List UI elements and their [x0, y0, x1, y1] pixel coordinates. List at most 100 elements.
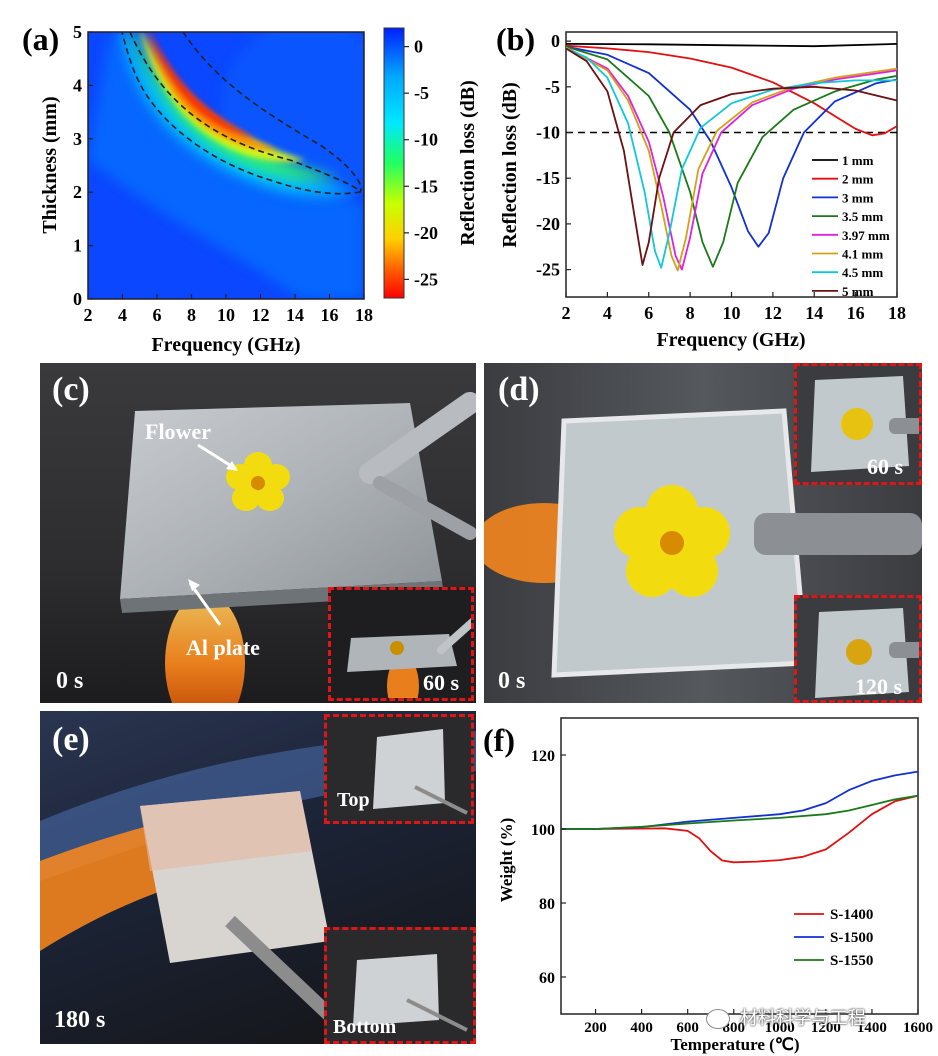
y-tick-label-f: 80 [539, 896, 555, 913]
colorbar-tick-label: -15 [414, 176, 438, 196]
al-plate [347, 634, 457, 672]
panel-label-e: (e) [52, 721, 90, 758]
series-line-1-mm [566, 43, 897, 48]
y-tick-label-f: 100 [531, 822, 555, 839]
time-label-e: 180 s [54, 1007, 106, 1033]
x-tick-label-b: 4 [603, 303, 612, 323]
watermark: 材料科学与工程 [706, 1004, 866, 1030]
panel-label-a: (a) [22, 21, 59, 57]
inset-e-top: Top [324, 714, 474, 824]
x-tick-label-f: 1600 [903, 1020, 933, 1036]
x-tick-label-a: 18 [355, 305, 373, 325]
plate-arrow [188, 582, 222, 626]
panel-label-d: (d) [498, 371, 540, 408]
panel-label-b: (b) [496, 21, 535, 57]
y-tick-label-a: 0 [73, 289, 82, 309]
y-tick-label-f: 120 [531, 748, 555, 765]
photo-d: (d) 0 s 60 s 120 s [484, 363, 922, 703]
y-axis-title-b: Reflection loss (dB) [499, 82, 521, 248]
inset-label-top: Top [337, 789, 370, 811]
x-tick-label-b: 8 [686, 303, 695, 323]
series-line-4-1-mm [566, 46, 897, 272]
x-tick-label-a: 6 [153, 305, 162, 325]
x-tick-label-a: 10 [217, 305, 235, 325]
time-label-d-120: 120 s [855, 674, 903, 699]
series-line-3-5-mm [566, 45, 897, 268]
legend-label-b: 3.97 mm [842, 228, 890, 243]
legend-b: 1 mm 2 mm 3 mm 3.5 mm 3.97 mm 4.1 mm 4.5 mm 5 m… [812, 153, 890, 299]
colorbar-tick-label: -25 [414, 269, 438, 289]
x-tick-label-a: 14 [286, 305, 304, 325]
legend-label-b: 3.5 mm [842, 209, 883, 224]
y-tick-label-a: 4 [73, 75, 82, 95]
legend-label-b: 3 mm [842, 190, 874, 205]
photo-e: (e) 180 s Top Bottom [40, 711, 476, 1044]
y-tick-label-b: -20 [536, 214, 560, 234]
y-tick-label-a: 3 [73, 129, 82, 149]
colorbar-tick-label: -10 [414, 130, 438, 150]
series-line-S-1400 [561, 794, 918, 864]
x-axis-title-b: Frequency (GHz) [656, 329, 805, 351]
panel-label-c: (c) [52, 371, 90, 408]
series-line-4-5-mm [566, 47, 897, 269]
time-label-d: 0 s [498, 668, 526, 694]
flame-icon [165, 593, 245, 703]
series-line-5-mm [566, 47, 897, 266]
x-tick-label-a: 4 [118, 305, 127, 325]
wechat-icon [706, 1009, 730, 1029]
y-tick-label-f: 60 [539, 970, 555, 987]
series-line-3-97-mm [566, 46, 897, 271]
plate-label: Al plate [186, 635, 260, 660]
flower-icon [846, 639, 872, 665]
x-tick-label-b: 6 [644, 303, 653, 323]
x-tick-label-b: 2 [562, 303, 571, 323]
x-tick-label-a: 12 [252, 305, 270, 325]
legend-f: S-1400 S-1500 S-1550 [794, 907, 873, 969]
x-tick-label-b: 12 [764, 303, 782, 323]
flower-icon [390, 641, 404, 655]
panel-label-f: (f) [483, 722, 515, 758]
aerogel-block [373, 729, 445, 809]
tongs-icon [359, 392, 476, 484]
legend-label-b: 2 mm [842, 172, 874, 187]
aerogel-block [353, 954, 439, 1026]
inset-c-60s: 60 s [328, 587, 474, 701]
time-label-c-inset: 60 s [423, 670, 460, 695]
colorbar-ticks: 0 -5 -10 -15 -20 -25 [404, 37, 438, 289]
x-tick-label-a: 8 [187, 305, 196, 325]
series-lines-f [561, 770, 918, 864]
legend-label-b: 4.5 mm [842, 265, 883, 280]
colorbar-tick-label: -20 [414, 223, 438, 243]
x-tick-label-f: 200 [584, 1020, 607, 1036]
inset-e-bottom: Bottom [324, 927, 476, 1044]
series-line-3-mm [566, 45, 897, 248]
colorbar [383, 27, 405, 299]
heatmap-plot-area [88, 32, 364, 299]
legend-label-f: S-1500 [830, 930, 873, 946]
time-label-c: 0 s [56, 668, 84, 694]
x-axis-title-f: Temperature (℃) [670, 1035, 799, 1054]
x-tick-label-b: 16 [847, 303, 865, 323]
x-tick-label-b: 10 [723, 303, 741, 323]
x-tick-label-a: 2 [84, 305, 93, 325]
photo-c: (c) Flower Al plate 0 s 60 s [40, 363, 476, 703]
colorbar-tick-label: 0 [414, 37, 423, 57]
x-tick-label-f: 1000 [765, 1020, 795, 1036]
y-axis-title-f: Weight (%) [497, 818, 516, 903]
y-tick-label-a: 1 [73, 236, 82, 256]
y-axis-title-a: Thickness (mm) [39, 96, 61, 233]
axes-b: 2 4 6 8 10 12 14 16 18 0 -5 -10 -15 -20 -25 [536, 31, 906, 323]
flower-label: Flower [145, 419, 211, 444]
colorbar-tick-label: -5 [414, 83, 429, 103]
x-tick-label-b: 18 [888, 303, 906, 323]
y-tick-label-b: -25 [536, 260, 560, 280]
series-lines-b [566, 43, 897, 272]
legend-label-b: 5 mm [842, 284, 874, 299]
x-tick-label-b: 14 [805, 303, 823, 323]
flower-icon [226, 452, 290, 511]
photo-c-scene [120, 392, 476, 703]
inset-d-120s: 120 s [794, 595, 922, 703]
